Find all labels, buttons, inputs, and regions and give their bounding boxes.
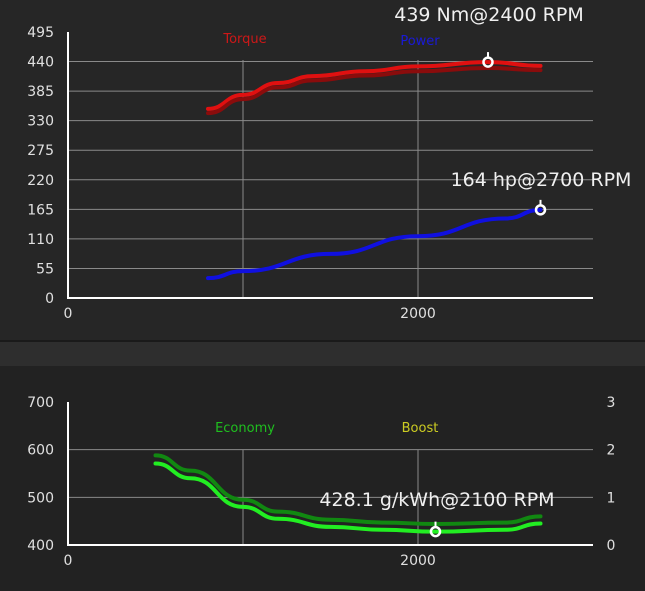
y-tick-label: 55: [36, 261, 54, 277]
torque-power-chart: 0 55 110 165 220 275 330 385 440 495 0 2000 Torque Po…: [27, 4, 632, 322]
x-tick-label: 2000: [400, 306, 436, 322]
y-tick-label: 165: [27, 202, 54, 218]
y2-tick-label: 0: [607, 538, 616, 554]
series-line-torque-alt-: [206, 66, 543, 116]
x-tick-label: 0: [64, 553, 73, 569]
y2-tick-label: 3: [607, 395, 616, 411]
best-economy-label: 428.1 g/kWh@2100 RPM: [319, 489, 554, 511]
series-line-economy: [153, 461, 543, 534]
y-tick-label: 500: [27, 490, 54, 506]
y-tick-label: 440: [27, 55, 54, 71]
legend-economy: Economy: [215, 421, 275, 436]
legend-boost: Boost: [402, 421, 439, 436]
y-tick-label: 495: [27, 25, 54, 41]
series-line-torque: [206, 60, 543, 111]
panel-separator: [0, 340, 645, 368]
y-tick-label: 330: [27, 114, 54, 130]
series-line-economy-alt-: [153, 453, 543, 527]
y-tick-label: 400: [27, 538, 54, 554]
peak-power-label: 164 hp@2700 RPM: [451, 169, 632, 191]
y-tick-label: 110: [27, 232, 54, 248]
legend-torque: Torque: [222, 32, 266, 47]
peak-marker: [429, 525, 442, 538]
economy-boost-panel: 400 500 600 700 0 1 2 3 0 2000 Economy Boost 428.1 g…: [0, 366, 645, 591]
legend-power: Power: [400, 34, 440, 49]
torque-power-panel: 0 55 110 165 220 275 330 385 440 495 0 2000 Torque Po…: [27, 4, 632, 322]
peak-torque-label: 439 Nm@2400 RPM: [394, 4, 583, 26]
y-tick-label: 220: [27, 173, 54, 189]
peak-marker: [482, 56, 494, 68]
y-tick-label: 385: [27, 84, 54, 100]
peak-marker: [534, 204, 547, 216]
economy-boost-chart: 400 500 600 700 0 1 2 3 0 2000 Economy Boost 428.1 g…: [27, 395, 616, 569]
x-tick-label: 2000: [400, 553, 436, 569]
x-tick-label: 0: [64, 306, 73, 322]
y-tick-label: 275: [27, 143, 54, 159]
y2-tick-label: 1: [607, 490, 616, 506]
y-tick-label: 700: [27, 395, 54, 411]
y2-tick-label: 2: [607, 443, 616, 459]
series-line-power: [206, 207, 543, 281]
y-tick-label: 0: [45, 291, 54, 307]
y-tick-label: 600: [27, 443, 54, 459]
